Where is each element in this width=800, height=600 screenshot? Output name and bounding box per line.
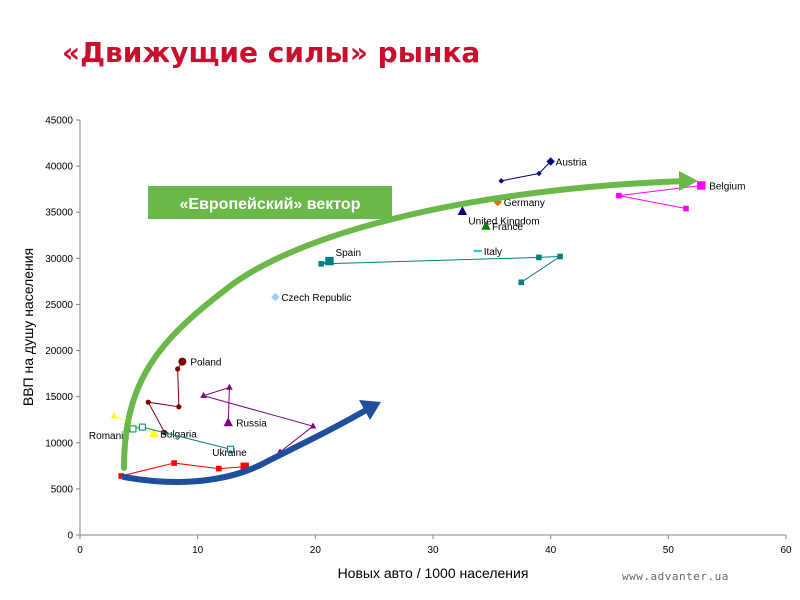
european-vector-badge: «Европейский» вектор [148, 186, 392, 219]
series-line-austria [501, 161, 552, 182]
series-russia: Russia [200, 383, 317, 455]
point-label-spain: Spain [335, 248, 361, 259]
page-title: «Движущие силы» рынка [62, 36, 481, 69]
y-tick-label: 35000 [45, 208, 73, 219]
data-point-ukraine [171, 460, 177, 466]
point-label-czech-republic: Czech Republic [281, 293, 351, 304]
data-point-russia [223, 417, 233, 427]
trend-arrowhead [359, 400, 381, 420]
series-line-bulgaria [113, 415, 155, 435]
data-point-poland [178, 357, 187, 366]
data-point-italy [473, 249, 482, 253]
x-tick-label: 60 [780, 545, 792, 556]
series-belgium: Belgium [616, 181, 745, 212]
data-point-belgium [697, 181, 706, 190]
trend-arrow [121, 406, 371, 485]
point-label-belgium: Belgium [709, 181, 745, 192]
data-point-spain [536, 254, 542, 261]
y-tick-label: 0 [67, 531, 73, 542]
y-tick-label: 5000 [51, 484, 74, 495]
series-romania: Romania [89, 423, 235, 453]
data-point-russia [200, 391, 207, 399]
series-line-spain [321, 255, 562, 283]
y-tick-label: 15000 [45, 392, 73, 403]
european-vector-arrowhead [679, 171, 698, 191]
y-tick-label: 10000 [45, 438, 73, 449]
european-vector-arrow [121, 178, 689, 471]
point-label-romania: Romania [89, 431, 129, 442]
data-point-russia [309, 422, 317, 429]
data-point-austria [498, 178, 505, 184]
series-italy: Italy [473, 247, 502, 258]
series-line-ukraine [121, 462, 245, 477]
data-point-czech-republic [271, 292, 280, 302]
point-label-bulgaria: Bulgaria [160, 430, 197, 441]
x-tick-label: 20 [310, 545, 322, 556]
point-label-germany: Germany [504, 198, 545, 209]
data-point-spain [325, 256, 334, 266]
series-poland: Poland [145, 357, 222, 436]
data-point-austria [546, 157, 555, 166]
data-point-russia [226, 383, 233, 390]
x-tick-label: 0 [77, 545, 83, 556]
series-line-belgium [618, 184, 702, 210]
footer-url: www.advanter.ua [622, 570, 729, 583]
data-point-austria [536, 170, 542, 177]
x-tick-label: 10 [192, 545, 204, 556]
data-point-france [481, 220, 491, 230]
data-point-poland [176, 404, 182, 410]
series-bulgaria: Bulgaria [110, 412, 197, 441]
series-spain: Spain [318, 248, 563, 286]
point-label-france: France [492, 222, 524, 233]
point-label-italy: Italy [484, 247, 502, 258]
point-label-austria: Austria [556, 158, 588, 169]
data-point-belgium [683, 205, 689, 212]
series-france: France [481, 220, 524, 233]
data-point-romania [227, 445, 235, 453]
y-tick-label: 45000 [45, 116, 73, 127]
y-tick-label: 30000 [45, 254, 73, 265]
x-axis-label: Новых авто / 1000 населения [338, 565, 529, 581]
data-point-bulgaria [149, 428, 159, 438]
series-line-poland [147, 361, 183, 433]
series-austria: Austria [498, 157, 588, 184]
data-point-ukraine [240, 462, 249, 471]
x-tick-label: 30 [427, 545, 439, 556]
data-point-united-kingdom [457, 206, 468, 215]
data-point-belgium [616, 192, 622, 199]
data-point-bulgaria [110, 412, 118, 419]
data-point-romania [129, 425, 137, 433]
point-label-ukraine: Ukraine [212, 448, 247, 459]
point-label-united-kingdom: United Kingdom [468, 216, 539, 227]
data-point-spain [318, 261, 325, 267]
x-tick-label: 40 [545, 545, 557, 556]
point-label-russia: Russia [236, 418, 267, 429]
badge-text: «Европейский» вектор [180, 196, 361, 213]
data-point-spain [557, 253, 563, 260]
series-united-kingdom: United Kingdom [457, 206, 540, 227]
y-tick-label: 20000 [45, 346, 73, 357]
data-point-poland [145, 399, 151, 405]
x-tick-label: 50 [663, 545, 675, 556]
data-point-ukraine [216, 465, 222, 472]
series-czech-republic: Czech Republic [271, 292, 351, 304]
data-point-spain [518, 279, 525, 286]
data-point-romania [138, 423, 146, 431]
y-tick-label: 25000 [45, 300, 73, 311]
y-axis-label: ВВП на душу населения [20, 248, 36, 406]
point-label-poland: Poland [190, 358, 221, 369]
data-point-poland [175, 366, 181, 372]
y-tick-label: 40000 [45, 162, 73, 173]
badge-background [148, 186, 392, 219]
